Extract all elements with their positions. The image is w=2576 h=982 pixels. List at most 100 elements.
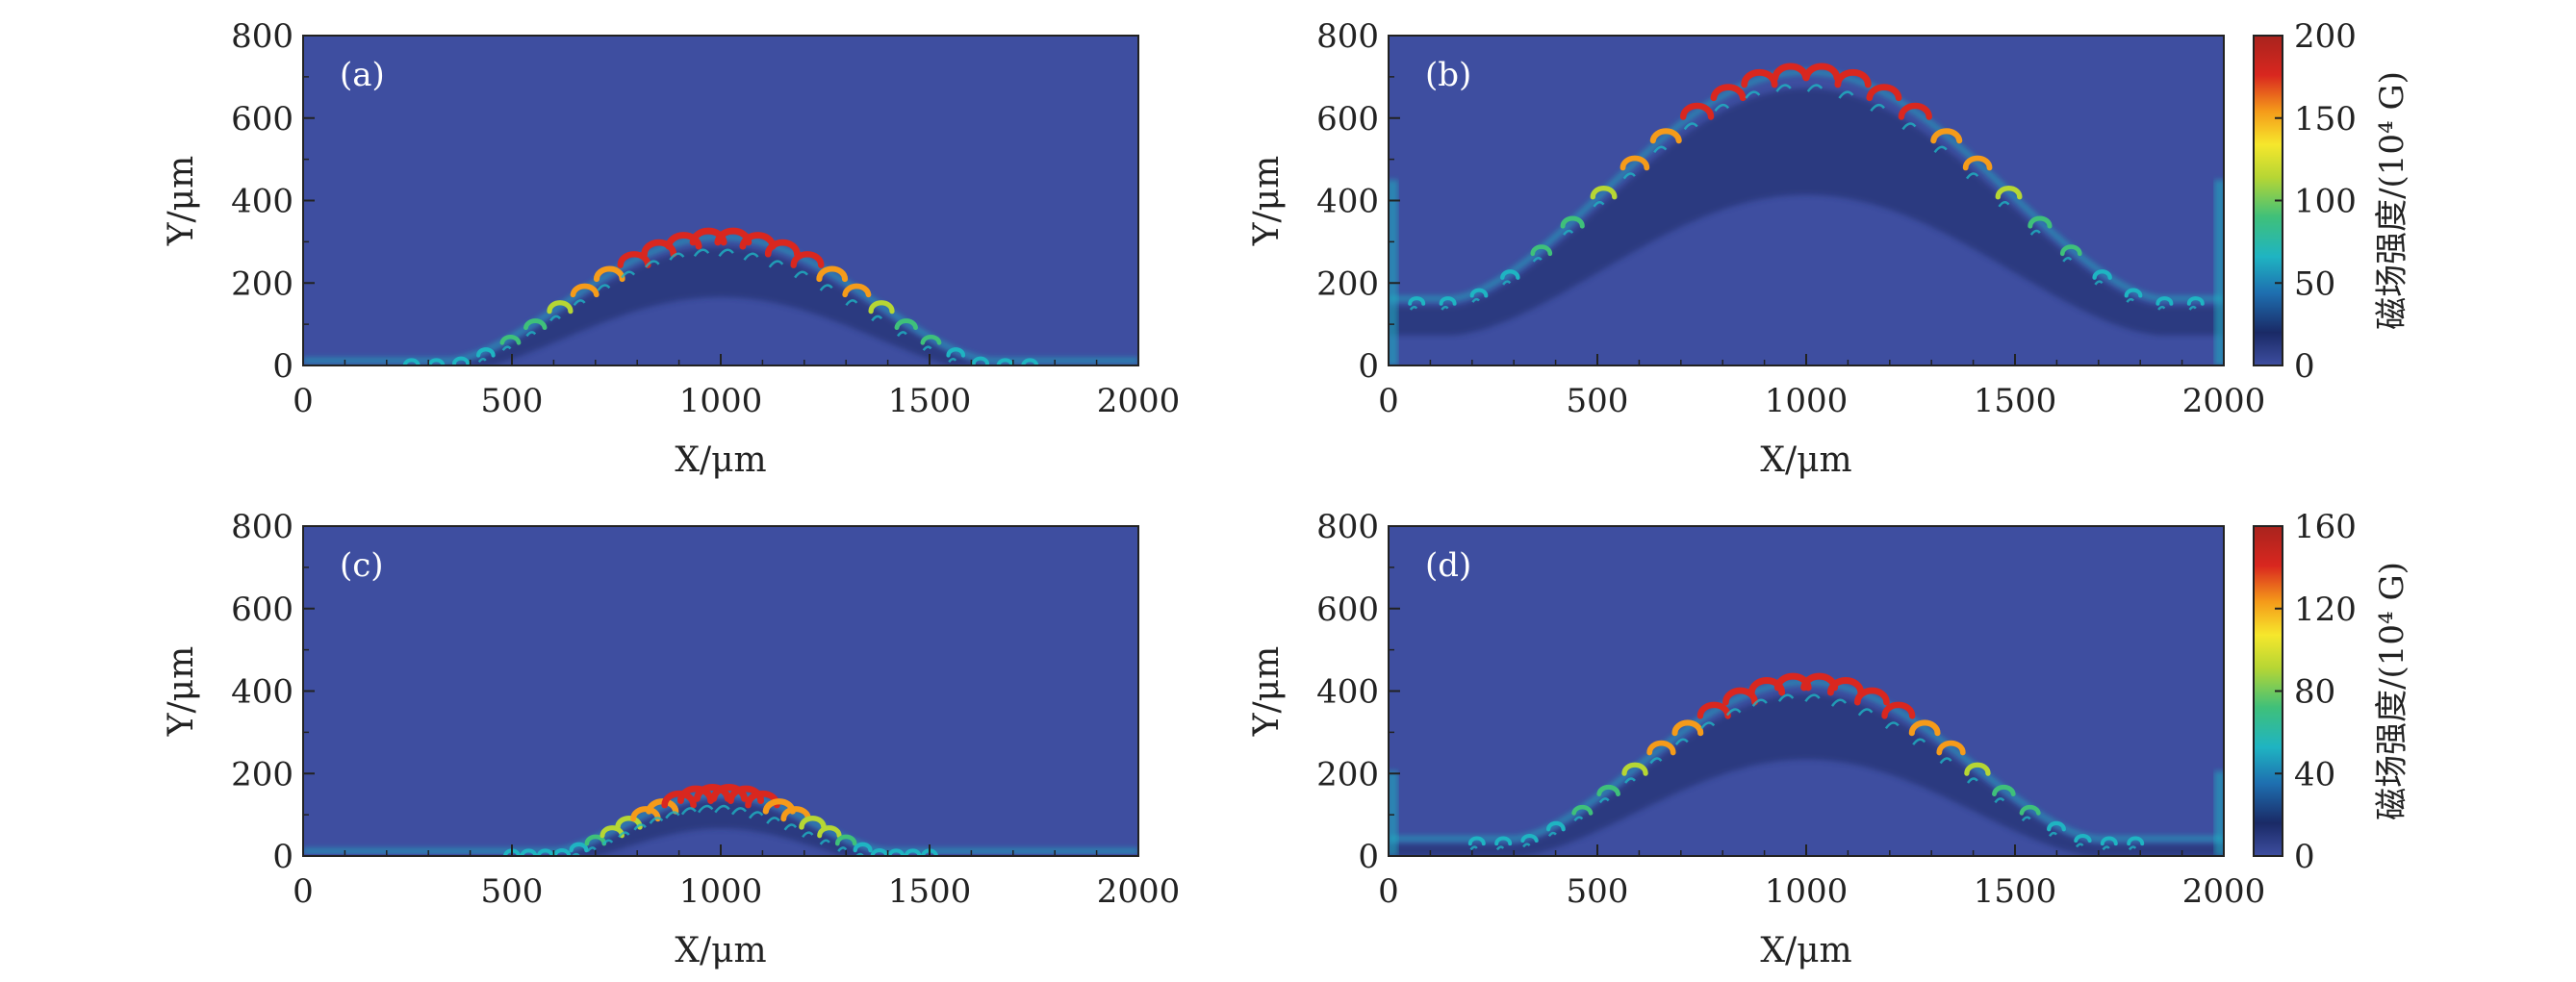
panel-label: (c) (340, 546, 384, 585)
x-tick-label: 500 (1567, 382, 1629, 420)
ripple-mark (2124, 288, 2143, 298)
ripple-mark (1936, 740, 1966, 756)
y-axis-title: Y/μm (162, 156, 201, 246)
ripple-mark (1467, 836, 1486, 846)
ripple-mark (1881, 701, 1916, 719)
ripple-mark (1671, 719, 1704, 737)
colorbar-tick-label: 40 (2294, 755, 2335, 793)
ripple-tail (523, 859, 528, 862)
ripple-mark (1908, 719, 1941, 737)
ripple-tail (633, 823, 647, 831)
ripple-tail (766, 817, 780, 824)
ripple-tail (1838, 90, 1854, 99)
y-tick-label: 200 (1316, 264, 1379, 303)
ripple-tail (1547, 831, 1557, 838)
x-tick-label: 500 (481, 872, 544, 911)
ripple-mark (547, 300, 574, 315)
ripple-tail (1573, 816, 1584, 822)
y-tick-label: 400 (231, 673, 293, 712)
ripple-tail (405, 368, 411, 371)
ripple-mark (615, 816, 643, 830)
colorbar-tick-label: 120 (2294, 591, 2357, 629)
y-tick-label: 0 (272, 347, 293, 386)
ripple-tail (1469, 845, 1478, 851)
ripple-mark (475, 347, 496, 358)
ripple-tail (1522, 843, 1531, 848)
ripple-mark (617, 251, 651, 268)
panel-label: (d) (1425, 546, 1471, 585)
ripple-mark (584, 834, 607, 846)
ripple-mark (1545, 820, 1566, 832)
left-boundary-glow (1389, 180, 1398, 365)
ripple-tail (2157, 305, 2166, 311)
ripple-mark (894, 318, 918, 331)
ripple-tail (2188, 305, 2197, 311)
ripple-tail (1495, 845, 1505, 851)
x-axis-title: X/μm (675, 931, 766, 970)
ripple-mark (870, 847, 889, 856)
x-tick-label: 1500 (1974, 382, 2057, 420)
ripple-mark (887, 848, 905, 856)
ripple-mark (641, 239, 677, 258)
x-tick-label: 1000 (679, 382, 763, 420)
ripple-mark (1722, 687, 1758, 706)
ripple-tail (1649, 757, 1663, 765)
ripple-tail (1912, 738, 1926, 745)
ripple-tail (1884, 721, 1900, 730)
ripple-mark (427, 358, 446, 365)
ripple-tail (455, 367, 461, 370)
ripple-tail (697, 804, 714, 814)
y-tick-label: 400 (231, 183, 293, 221)
ripple-mark (1649, 128, 1682, 144)
ripple-mark (676, 785, 715, 805)
ripple-tail (525, 331, 537, 338)
ripple-tail (1409, 305, 1418, 311)
ripple-tail (1745, 90, 1761, 99)
ripple-tail (1622, 172, 1636, 180)
x-tick-label: 1500 (888, 872, 972, 911)
ripple-mark (1469, 288, 1489, 298)
right-boundary-glow (2214, 770, 2224, 856)
x-tick-label: 1000 (679, 872, 763, 911)
colorbar-tick-label: 80 (2294, 673, 2335, 712)
ripple-tail (743, 252, 759, 261)
ripple-tail (1775, 84, 1792, 92)
y-tick-label: 0 (1358, 347, 1379, 386)
ripple-tail (890, 859, 896, 862)
ripple-mark (2127, 836, 2145, 846)
ripple-tail (618, 831, 630, 839)
panel-c: 0 500 1000 1500 2000 0 200 400 600 800 X/μm Y/μm (c) (162, 508, 1180, 970)
ripple-mark (1596, 784, 1620, 796)
ripple-mark (1621, 762, 1648, 776)
x-axis-title: X/μm (675, 441, 766, 480)
ripple-tail (1830, 698, 1848, 707)
wake-region (1389, 88, 2224, 336)
ripple-tail (906, 859, 912, 862)
y-axis-title: Y/μm (162, 646, 201, 737)
ripple-tail (597, 284, 611, 291)
ripple-mark (853, 842, 873, 853)
ripple-mark (1408, 296, 1426, 306)
x-tick-label: 500 (481, 382, 544, 420)
colorbar: 0 40 80 120 160 磁场强度/(10⁴ G) (2253, 508, 2411, 876)
ripple-tail (1939, 757, 1952, 765)
ripple-tail (802, 831, 814, 839)
ripple-mark (520, 848, 538, 856)
x-axis-title: X/μm (1760, 441, 1851, 480)
ripple-mark (665, 232, 702, 250)
y-tick-label: 200 (231, 755, 293, 793)
ripple-mark (499, 335, 522, 345)
ripple-tail (1593, 200, 1605, 208)
ripple-mark (1646, 740, 1676, 756)
x-tick-label: 2000 (1097, 382, 1181, 420)
ripple-mark (1679, 102, 1715, 120)
ripple-tail (430, 368, 436, 371)
ripple-mark (1834, 68, 1872, 88)
ripple-tail (1700, 721, 1716, 730)
ripple-mark (920, 335, 942, 345)
ripple-tail (2126, 297, 2134, 303)
ripple-tail (2075, 843, 2084, 848)
wake-region (303, 246, 1138, 365)
